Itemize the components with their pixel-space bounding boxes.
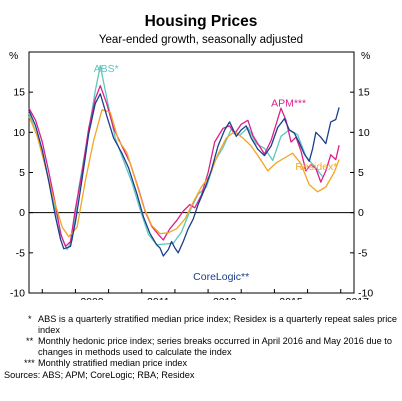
series-label-abs: ABS* xyxy=(94,63,119,75)
x-tick-label: 2013 xyxy=(213,296,237,300)
series-label-apm: APM*** xyxy=(271,98,306,110)
series-line-apm xyxy=(28,85,340,248)
footnotes: * ABS is a quarterly stratified median p… xyxy=(4,314,398,381)
x-tick-label: 2017 xyxy=(346,296,370,300)
footnote-text: Monthly hedonic price index; series brea… xyxy=(38,336,392,357)
y-tick-label-left: 10 xyxy=(13,127,25,139)
footnote: * ABS is a quarterly stratified median p… xyxy=(4,314,398,336)
y-tick-label-left: -5 xyxy=(16,247,25,259)
y-tick-label-right: 15 xyxy=(358,87,370,99)
y-tick-label-right: 5 xyxy=(358,167,364,179)
footnote-mark: *** xyxy=(24,358,35,368)
series-label-corelogic: CoreLogic** xyxy=(193,271,249,283)
x-tick-label: 2009 xyxy=(80,296,104,300)
footnote: ** Monthly hedonic price index; series b… xyxy=(4,336,398,358)
chart-title: Housing Prices xyxy=(145,13,258,30)
sources-line: Sources: ABS; APM; CoreLogic; RBA; Resid… xyxy=(4,370,195,380)
footnote-text: Monthly stratified median price index xyxy=(38,358,188,368)
y-tick-label-right: -10 xyxy=(358,288,373,300)
footnote-mark: * xyxy=(28,314,32,324)
footnote-text: ABS is a quarterly stratified median pri… xyxy=(38,314,397,335)
y-tick-label-left: 0 xyxy=(19,207,25,219)
series-line-corelogic xyxy=(28,93,340,257)
y-axis-unit-right: % xyxy=(361,50,370,62)
y-tick-label-right: 10 xyxy=(358,127,370,139)
footnote-mark: ** xyxy=(26,336,34,346)
series-line-residex xyxy=(28,109,340,238)
y-tick-label-right: 0 xyxy=(358,207,364,219)
y-tick-label-left: 15 xyxy=(13,87,25,99)
y-axis-unit-left: % xyxy=(9,50,18,62)
y-tick-label-left: 5 xyxy=(19,167,25,179)
x-tick-label: 2011 xyxy=(147,296,170,300)
series-label-residex: Residex* xyxy=(295,161,337,173)
footnote: *** Monthly stratified median price inde… xyxy=(4,358,398,369)
housing-prices-chart: Housing Prices Year-ended growth, season… xyxy=(9,13,373,300)
y-tick-label-left: -10 xyxy=(10,288,25,300)
chart-subtitle: Year-ended growth, seasonally adjusted xyxy=(99,34,303,46)
x-tick-label: 2015 xyxy=(279,296,303,300)
y-tick-label-right: -5 xyxy=(358,247,367,259)
